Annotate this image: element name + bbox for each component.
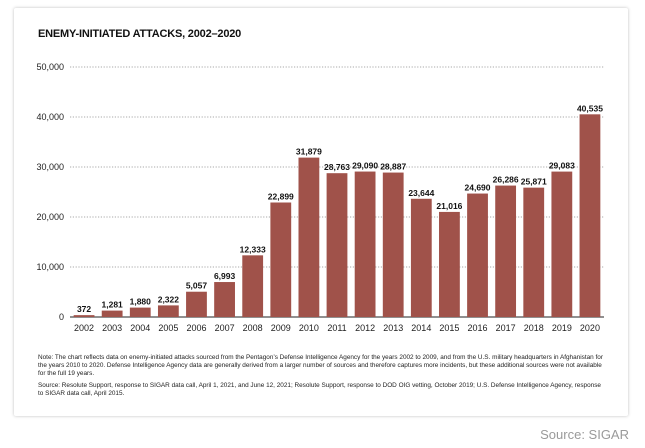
chart-title: ENEMY-INITIATED ATTACKS, 2002–2020 [38,28,242,40]
x-tick-label: 2011 [327,323,346,333]
x-tick-label: 2003 [102,323,122,333]
y-axis-ticks: 0 10,000 20,000 30,000 40,000 50,000 [36,62,64,322]
data-label: 1,281 [102,300,124,310]
bar [214,282,235,317]
image-credit: Source: SIGAR [540,427,629,442]
y-tick-label: 30,000 [36,162,64,172]
y-tick-label: 20,000 [36,212,64,222]
x-tick-label: 2013 [383,323,403,333]
data-label: 29,083 [549,161,575,171]
data-label: 5,057 [186,281,208,291]
bar [186,291,207,317]
bar [495,185,517,317]
x-tick-label: 2002 [74,323,94,333]
x-tick-label: 2006 [186,323,206,333]
bar [129,307,151,317]
x-tick-label: 2009 [271,323,291,333]
x-tick-label: 2004 [130,323,150,333]
x-tick-label: 2007 [215,323,235,333]
bar [270,202,292,317]
x-tick-label: 2015 [439,323,459,333]
x-tick-label: 2016 [468,323,488,333]
data-label: 24,690 [465,183,491,193]
bar [157,305,179,317]
bar [298,157,320,317]
data-label: 40,535 [577,103,603,113]
data-label: 29,090 [352,161,378,171]
data-label: 2,322 [158,294,180,304]
x-tick-label: 2020 [580,323,600,333]
bars [73,114,601,317]
y-tick-label: 40,000 [36,112,64,122]
data-label: 372 [77,304,91,314]
bar [326,173,348,317]
x-tick-label: 2019 [552,323,572,333]
bar [242,255,264,317]
x-tick-label: 2008 [243,323,263,333]
data-label: 25,871 [521,177,547,187]
data-labels: 372 1,281 1,880 2,322 5,057 6,993 12,333 22,899… [77,103,603,314]
bar [354,171,376,317]
data-label: 31,879 [296,147,322,157]
bar [551,171,573,317]
x-tick-label: 2012 [355,323,375,333]
bar-chart: 0 10,000 20,000 30,000 40,000 50,000 372 1,281… [36,62,604,333]
x-tick-label: 2014 [411,323,431,333]
source-text: Source: Resolute Support, response to SI… [38,382,601,397]
chart-notes: Note: The chart reflects data on enemy-i… [38,354,608,402]
data-label: 21,016 [436,201,462,211]
x-tick-label: 2017 [496,323,516,333]
data-label: 12,333 [240,244,266,254]
note-text: Note: The chart reflects data on enemy-i… [38,354,603,377]
x-tick-label: 2010 [299,323,319,333]
x-tick-label: 2005 [158,323,178,333]
bar [439,211,460,317]
bar [523,187,545,317]
y-tick-label: 10,000 [36,262,64,272]
data-label: 23,644 [408,188,434,198]
bar [101,310,123,317]
data-label: 22,899 [268,192,294,202]
data-label: 6,993 [214,271,236,281]
bar [467,193,488,317]
bar [410,198,432,317]
x-axis-ticks: 2002 2003 2004 2005 2006 2007 2008 2009 2010 2011… [74,323,600,333]
data-label: 28,887 [380,162,406,172]
data-label: 1,880 [130,297,152,307]
y-tick-label: 0 [59,312,64,322]
x-tick-label: 2018 [524,323,544,333]
y-tick-label: 50,000 [36,62,64,72]
bar [382,172,404,317]
bar [579,114,601,317]
data-label: 26,286 [493,175,519,185]
data-label: 28,763 [324,162,350,172]
bar [73,315,95,317]
